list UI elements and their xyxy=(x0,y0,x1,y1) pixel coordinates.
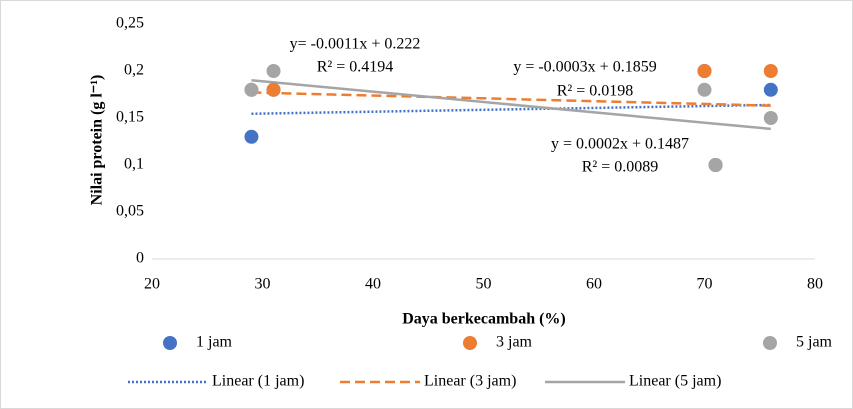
y-tick-label: 0 xyxy=(136,250,144,267)
x-tick-label: 70 xyxy=(697,276,713,293)
legend-label: Linear (5 jam) xyxy=(629,373,721,390)
trendline-r2: R² = 0.4194 xyxy=(317,59,394,76)
point xyxy=(697,82,712,97)
x-tick-label: 20 xyxy=(144,276,160,293)
trendline-equation: y= -0.0011x + 0.222 xyxy=(290,36,421,53)
point xyxy=(244,129,259,144)
y-tick-label: 0,15 xyxy=(116,109,144,126)
trendline-r2: R² = 0.0198 xyxy=(557,83,634,100)
trendline-equation: y = 0.0002x + 0.1487 xyxy=(551,136,689,153)
y-tick-label: 0,25 xyxy=(116,15,144,32)
legend-marker xyxy=(463,336,477,350)
x-axis-title: Daya berkecambah (%) xyxy=(402,311,566,328)
trendline-r2: R² = 0.0089 xyxy=(582,159,659,176)
legend-label: 5 jam xyxy=(796,334,833,351)
trendline xyxy=(251,79,771,131)
trendline xyxy=(251,91,771,107)
legend-marker xyxy=(163,336,177,350)
legend-label: 3 jam xyxy=(496,334,533,351)
y-tick-label: 0,2 xyxy=(124,62,144,79)
x-tick-label: 60 xyxy=(586,276,602,293)
legend-label: 1 jam xyxy=(196,334,233,351)
point xyxy=(708,158,723,172)
point xyxy=(763,64,778,78)
y-axis-title: Nilai protein (g l⁻¹) xyxy=(89,75,106,206)
point xyxy=(697,64,712,78)
trendline xyxy=(251,103,771,116)
point xyxy=(763,111,778,125)
x-tick-label: 80 xyxy=(807,276,823,293)
legend-label: Linear (1 jam) xyxy=(212,373,304,390)
point xyxy=(763,82,778,97)
point xyxy=(266,82,281,97)
legend-label: Linear (3 jam) xyxy=(424,373,516,390)
point xyxy=(244,82,259,97)
x-tick-label: 30 xyxy=(255,276,271,293)
y-tick-label: 0,05 xyxy=(116,203,144,220)
x-tick-label: 40 xyxy=(365,276,381,293)
x-tick-label: 50 xyxy=(476,276,492,293)
point xyxy=(266,64,281,78)
y-tick-label: 0,1 xyxy=(124,156,144,173)
legend-marker xyxy=(763,336,777,350)
trendline-equation: y = -0.0003x + 0.1859 xyxy=(513,59,656,76)
